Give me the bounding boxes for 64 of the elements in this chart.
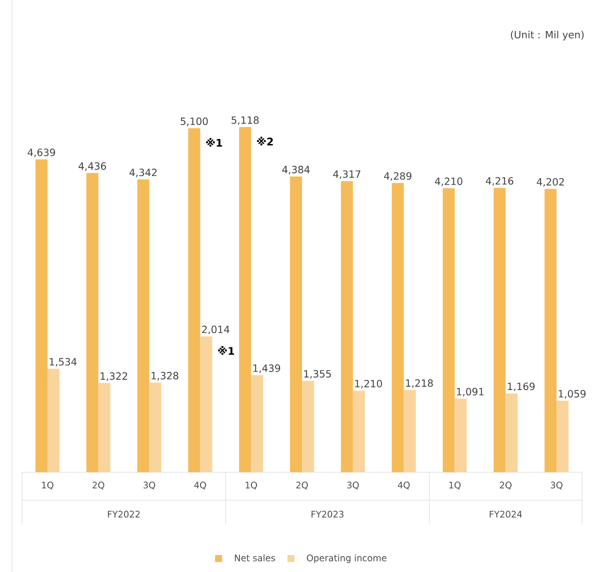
data-label: 1,355 [304,370,331,378]
x-tick-label: 1Q [449,482,461,490]
data-label: 5,118 [232,116,259,125]
x-tick-label: 3Q [347,482,359,490]
bar [239,126,252,472]
bar [352,390,365,472]
annotation: ※1 [206,138,222,146]
x-tick-label: 2Q [92,482,104,490]
bar [404,390,416,472]
data-label: 4,436 [78,162,106,171]
bar [200,336,212,472]
annotation: ※2 [257,136,273,146]
x-tick-label: 1Q [42,482,54,490]
bar [544,188,557,472]
legend-label: Net sales [234,554,276,562]
data-label: 1,439 [253,364,280,373]
bar [137,179,150,472]
bar [251,374,264,472]
data-label: 4,216 [486,176,514,186]
annotation: ※1 [218,346,234,355]
data-label: 1,328 [152,372,178,380]
data-label: 4,289 [384,172,412,181]
data-label: 1,091 [457,388,484,396]
x-tick-label: 1Q [246,482,257,490]
data-label: 1,534 [50,358,77,366]
x-tick-label: 2Q [500,482,512,490]
bar [442,188,455,472]
bar [86,172,98,472]
data-label: 5,100 [180,117,208,126]
data-label: 1,169 [508,382,535,391]
x-tick-label: 2Q [296,482,308,490]
bar [188,128,200,472]
bar [494,188,506,472]
bar [149,382,162,472]
data-label: 1,322 [100,372,128,381]
x-tick-label: 4Q [398,482,410,490]
x-tick-label: 4Q [194,482,206,490]
bar [290,176,302,472]
bar [454,398,467,472]
chart-subtitle: (Unit : Mil yen) [510,30,584,40]
bar [47,368,60,472]
legend-label: Operating income [306,554,386,563]
data-label: 4,342 [130,168,157,178]
text: FY2023 [312,510,344,518]
data-label: 1,218 [406,379,433,388]
data-label: 4,317 [333,170,360,179]
data-label: 1,059 [558,390,586,398]
bar [35,159,48,472]
data-label: 4,384 [282,166,310,174]
bar [392,182,404,472]
data-label: 4,639 [28,148,56,157]
data-label: 2,014 [202,325,230,334]
bar [98,382,110,472]
bar [556,400,569,472]
x-tick-label: 3Q [550,482,562,490]
data-label: 4,202 [536,178,564,186]
bar [340,180,353,472]
bar [506,393,518,472]
bar [302,380,314,472]
data-label: 1,210 [355,380,382,388]
text: FY2024 [490,510,522,518]
text: FY2022 [108,510,140,518]
x-tick-label: 3Q [144,482,156,490]
data-label: 4,210 [434,177,462,186]
